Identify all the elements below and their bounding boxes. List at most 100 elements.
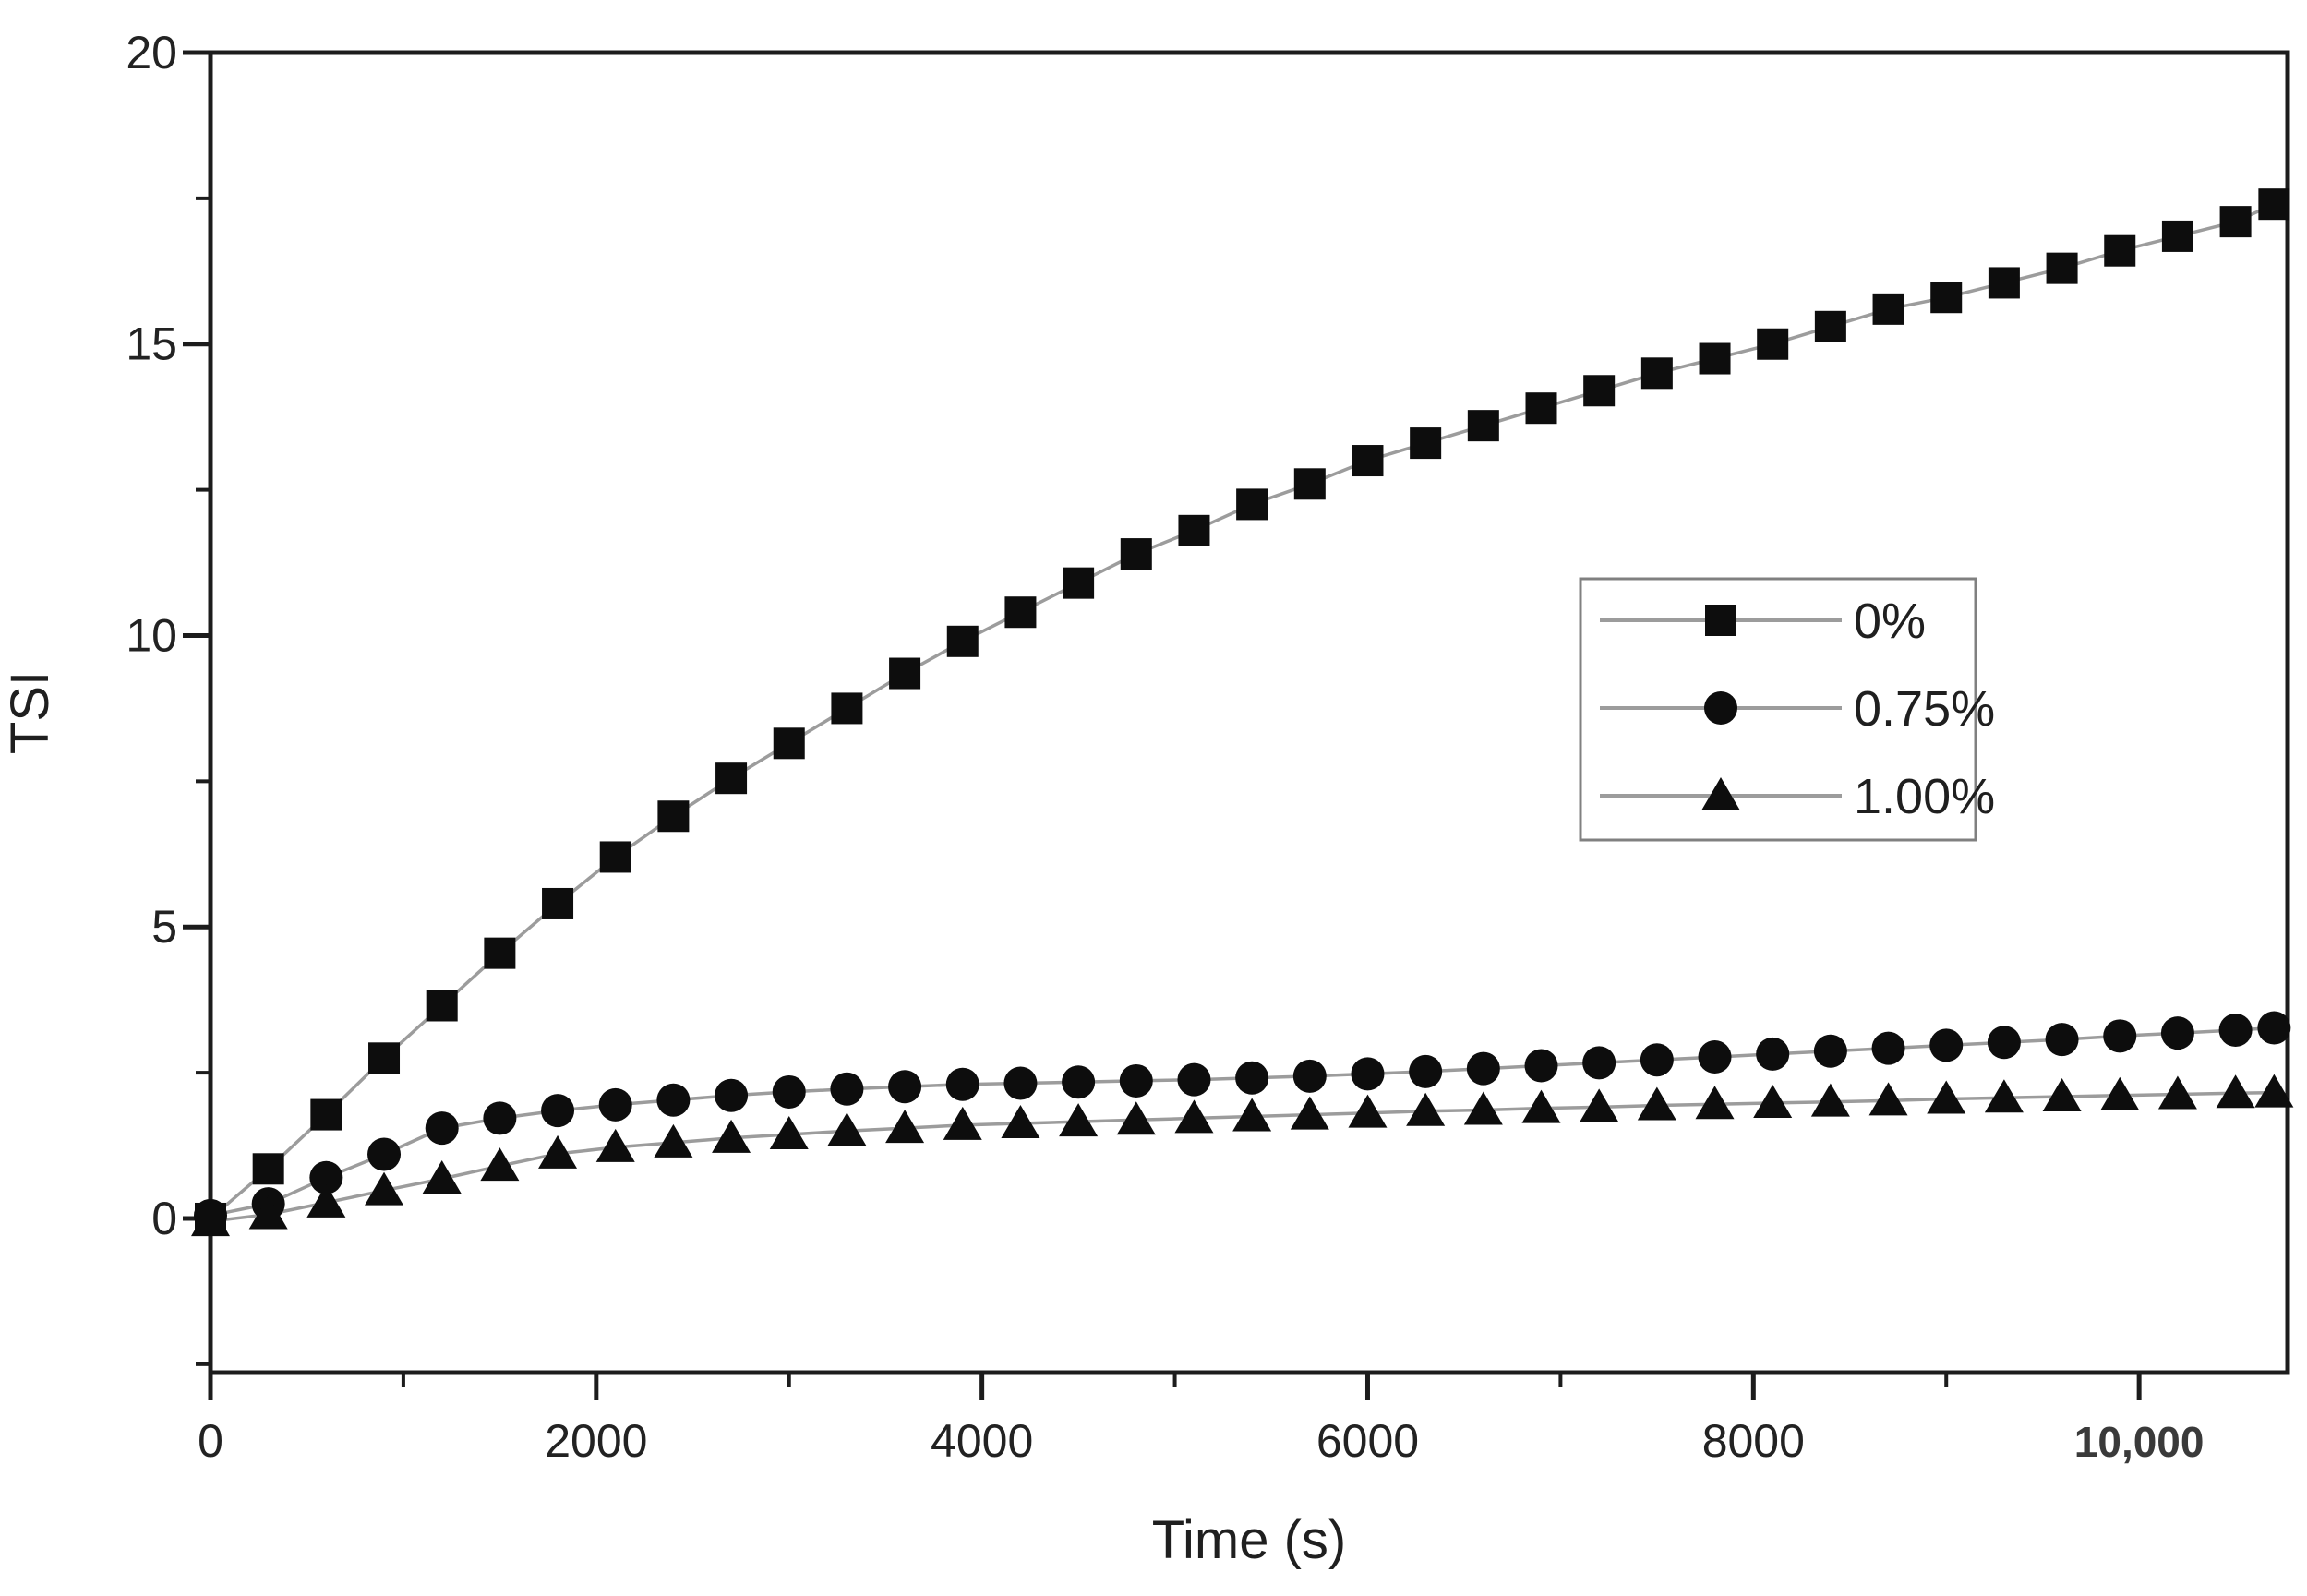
data-point-1.00% (365, 1171, 404, 1206)
data-point-1.00% (2100, 1076, 2140, 1110)
data-point-1.00% (654, 1123, 693, 1158)
data-point-0% (715, 762, 748, 795)
data-point-1.00% (595, 1128, 635, 1162)
data-point-0% (831, 692, 863, 725)
data-point-1.00% (1116, 1101, 1156, 1135)
data-point-0% (368, 1042, 401, 1074)
x-tick-label: 6000 (1316, 1415, 1419, 1467)
data-point-0.75% (425, 1111, 459, 1146)
data-point-0.75% (1640, 1043, 1674, 1077)
x-tick-label: 2000 (545, 1415, 647, 1467)
data-point-1.00% (1637, 1086, 1676, 1121)
data-point-0.75% (1929, 1028, 1964, 1062)
data-point-0.75% (541, 1094, 575, 1128)
data-point-0.75% (1756, 1037, 1790, 1071)
data-point-0.75% (1003, 1066, 1038, 1100)
data-point-0.75% (830, 1072, 864, 1106)
data-point-1.00% (1695, 1086, 1735, 1120)
y-tick-label: 0 (151, 1193, 177, 1244)
data-point-0.75% (1466, 1051, 1500, 1086)
data-point-0.75% (2160, 1016, 2194, 1050)
data-point-0% (1352, 445, 1384, 477)
data-point-0.75% (715, 1078, 749, 1112)
data-point-0.75% (772, 1074, 806, 1109)
data-point-0% (1178, 514, 1210, 546)
data-point-0.75% (1524, 1049, 1558, 1083)
data-point-0% (542, 887, 574, 919)
data-point-0% (1583, 375, 1616, 407)
data-point-1.00% (769, 1116, 809, 1150)
data-point-0% (773, 727, 805, 760)
data-point-1.00% (1406, 1092, 1446, 1126)
data-point-1.00% (1810, 1083, 1850, 1117)
data-point-0% (1814, 310, 1846, 342)
data-point-0% (1293, 468, 1326, 500)
data-point-0.75% (1292, 1059, 1327, 1093)
y-tick-label: 15 (126, 318, 177, 370)
data-point-0% (426, 990, 458, 1022)
data-point-1.00% (1059, 1103, 1099, 1137)
data-point-0.75% (1987, 1026, 2021, 1060)
data-point-0.75% (1351, 1057, 1385, 1091)
data-point-0.75% (2218, 1014, 2253, 1048)
data-point-0.75% (1698, 1040, 1732, 1074)
data-point-0.75% (309, 1160, 343, 1194)
data-point-0.75% (1871, 1031, 1905, 1065)
data-point-1.00% (306, 1183, 346, 1218)
data-point-0.75% (483, 1101, 517, 1135)
legend-label: 0% (1854, 594, 1926, 649)
x-tick-label: 10,000 (2074, 1418, 2205, 1466)
legend-label: 1.00% (1854, 769, 1995, 824)
series-line-1.00% (210, 1090, 2275, 1223)
data-point-0% (599, 841, 631, 873)
data-point-0% (1120, 538, 1152, 570)
data-point-1.00% (885, 1110, 925, 1144)
data-point-1.00% (1463, 1091, 1503, 1125)
data-point-1.00% (827, 1112, 867, 1146)
data-point-1.00% (1348, 1094, 1388, 1128)
data-point-1.00% (943, 1106, 982, 1140)
data-point-0% (1525, 392, 1557, 425)
data-point-1.00% (1927, 1080, 1966, 1114)
data-point-1.00% (2254, 1074, 2294, 1108)
data-point-1.00% (1232, 1098, 1272, 1132)
data-point-1.00% (1001, 1105, 1040, 1139)
data-point-0.75% (2045, 1023, 2079, 1057)
data-point-1.00% (2042, 1077, 2082, 1111)
data-point-0.75% (1409, 1054, 1443, 1088)
y-axis-title: TSI (0, 671, 60, 754)
data-point-0.75% (1062, 1065, 1096, 1099)
data-point-0% (1988, 267, 2020, 299)
data-point-1.00% (1868, 1082, 1908, 1116)
x-tick-label: 8000 (1702, 1415, 1805, 1467)
data-point-0% (1410, 427, 1442, 460)
data-point-1.00% (1580, 1088, 1619, 1122)
data-point-0% (1872, 293, 1904, 325)
data-point-0% (310, 1098, 342, 1131)
data-point-0.75% (1235, 1061, 1269, 1095)
data-point-0% (1063, 567, 1095, 599)
data-point-0% (1236, 488, 1268, 521)
data-point-0.75% (2103, 1019, 2137, 1053)
data-point-0% (484, 937, 516, 969)
data-point-1.00% (1984, 1079, 2024, 1113)
data-point-0.75% (1813, 1034, 1847, 1068)
data-point-0% (252, 1153, 284, 1185)
data-point-0.75% (1582, 1046, 1616, 1080)
data-point-0.75% (1119, 1063, 1153, 1098)
plot-frame (208, 50, 2290, 1375)
data-point-0% (889, 657, 921, 690)
data-point-0.75% (888, 1070, 922, 1104)
data-point-0% (1699, 342, 1731, 375)
y-tick-label: 5 (151, 901, 177, 953)
data-point-1.00% (248, 1195, 288, 1230)
data-point-0% (1004, 596, 1037, 629)
data-point-1.00% (422, 1160, 462, 1194)
data-point-0% (2258, 188, 2290, 221)
data-point-0% (2104, 234, 2136, 267)
data-point-0% (1930, 282, 1963, 314)
x-tick-label: 0 (198, 1415, 223, 1467)
data-point-0% (2161, 220, 2193, 252)
